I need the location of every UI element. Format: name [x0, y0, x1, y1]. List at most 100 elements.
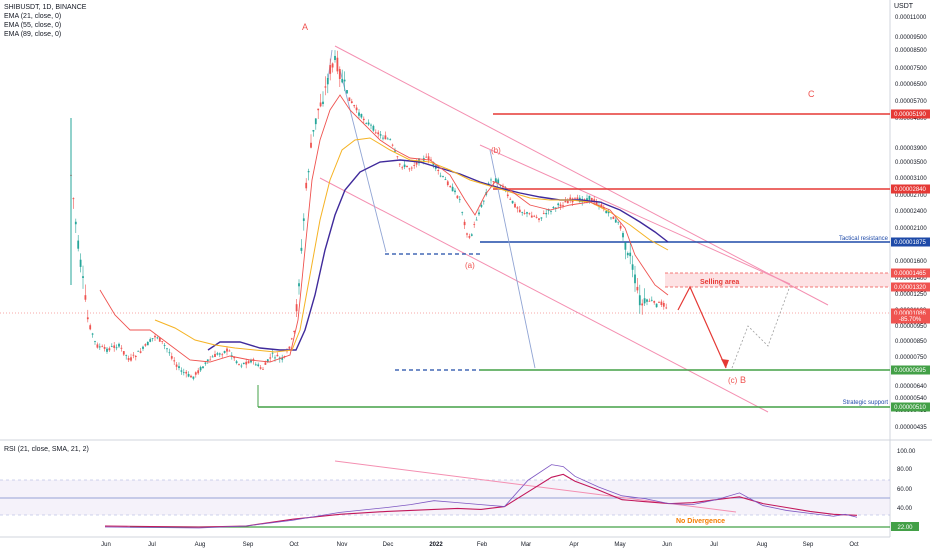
- legend-ema21[interactable]: EMA (21, close, 0): [4, 13, 62, 20]
- candle-body: [389, 139, 392, 141]
- candle-body: [468, 236, 471, 238]
- time-tick-label: Mar: [521, 542, 531, 548]
- candle-body: [574, 197, 576, 199]
- candle-body: [94, 341, 96, 342]
- candle-body: [612, 216, 615, 219]
- price-tag: [891, 365, 930, 375]
- wave-label-b-small: (b): [491, 146, 501, 155]
- candle-body: [264, 362, 267, 365]
- candle-body: [658, 302, 660, 303]
- candle-body: [362, 118, 365, 121]
- price-tag-text: -85.70%: [899, 317, 922, 323]
- candle-body: [442, 176, 444, 177]
- candle-body: [326, 77, 329, 85]
- channel-mid: [479, 144, 791, 285]
- candle-body: [454, 190, 456, 193]
- candle-body: [624, 242, 627, 250]
- candle-body: [638, 295, 641, 306]
- time-tick-label: Sep: [243, 542, 254, 548]
- candle-body: [168, 352, 171, 354]
- candle-body: [187, 374, 190, 377]
- candle-body: [353, 105, 356, 107]
- candlestick-series: [70, 50, 668, 381]
- legend-symbol[interactable]: SHIBUSDT, 1D, BINANCE: [4, 4, 87, 11]
- ema55-line: [154, 137, 669, 353]
- candle-body: [588, 195, 591, 200]
- legend-ema89[interactable]: EMA (89, close, 0): [4, 31, 62, 38]
- price-tag-text: 0.00001320: [894, 285, 926, 291]
- candle-body: [156, 337, 159, 339]
- price-tick-label: 0.00009500: [895, 35, 927, 41]
- candle-body: [439, 175, 442, 177]
- candle-body: [259, 367, 262, 369]
- candle-body: [331, 63, 334, 68]
- price-tag-text: 0.00001465: [894, 271, 926, 277]
- candle-body: [144, 344, 147, 346]
- legend-ema55[interactable]: EMA (55, close, 0): [4, 22, 62, 29]
- candle-body: [358, 112, 360, 116]
- candle-body: [139, 351, 142, 353]
- candle-body: [475, 219, 478, 221]
- candle-body: [322, 101, 324, 105]
- candle-body: [478, 212, 480, 215]
- candle-body: [646, 299, 648, 302]
- candle-body: [451, 186, 454, 192]
- candle-body: [610, 217, 612, 219]
- rsi-legend[interactable]: RSI (21, close, SMA, 21, 2): [4, 446, 89, 453]
- candle-body: [626, 253, 629, 256]
- candle-body: [665, 307, 668, 309]
- candle-body: [341, 79, 344, 83]
- rsi-band: [0, 480, 890, 515]
- candle-body: [266, 359, 269, 362]
- candle-body: [379, 134, 382, 136]
- candle-body: [456, 195, 459, 199]
- candle-body: [367, 122, 370, 125]
- candle-body: [523, 213, 526, 214]
- candle-body: [158, 337, 161, 342]
- candle-body: [334, 55, 336, 60]
- candle-body: [473, 224, 476, 226]
- time-axis[interactable]: Jun Jul Aug Sep Oct Nov Dec 2022 Feb Mar Apr May Jun…: [101, 542, 859, 548]
- candle-body: [233, 356, 236, 359]
- candle-body: [338, 69, 341, 79]
- price-tag: [891, 184, 930, 194]
- candle-body: [377, 132, 380, 135]
- candle-body: [142, 346, 144, 349]
- time-tick-label: May: [614, 542, 625, 548]
- candle-body: [542, 213, 545, 214]
- candle-body: [350, 101, 353, 104]
- candle-body: [564, 200, 567, 203]
- candle-body: [106, 348, 108, 352]
- candle-body: [557, 203, 560, 206]
- rsi-tick-label: 60.00: [897, 487, 913, 493]
- candle-body: [653, 301, 656, 303]
- candle-body: [96, 344, 99, 348]
- scenario-down-arrow: [677, 285, 727, 369]
- time-tick-label: Oct: [849, 542, 859, 548]
- candle-body: [130, 357, 132, 361]
- candle-body: [480, 204, 483, 207]
- candle-body: [120, 347, 123, 349]
- price-tag-text: 0.00000695: [894, 368, 926, 374]
- candle-body: [355, 107, 358, 111]
- candle-body: [118, 343, 120, 347]
- tactical-resistance-label: Tactical resistance: [839, 236, 889, 242]
- candle-body: [185, 371, 188, 374]
- candle-body: [161, 341, 164, 342]
- candle-body: [132, 354, 135, 356]
- candle-body: [398, 163, 401, 165]
- time-tick-label: Oct: [289, 542, 299, 548]
- candle-body: [552, 206, 555, 209]
- wave-label-a-small: (a): [465, 261, 475, 270]
- candle-body: [204, 362, 207, 364]
- candle-body: [178, 366, 180, 369]
- candle-body: [86, 317, 89, 320]
- candle-body: [254, 364, 257, 366]
- candle-body: [74, 221, 77, 225]
- time-tick-label: Jul: [710, 542, 718, 548]
- candle-body: [151, 338, 154, 340]
- price-tick-label: 0.00007500: [895, 66, 927, 72]
- candle-body: [614, 219, 617, 223]
- candle-body: [238, 364, 240, 365]
- candle-body: [607, 211, 610, 214]
